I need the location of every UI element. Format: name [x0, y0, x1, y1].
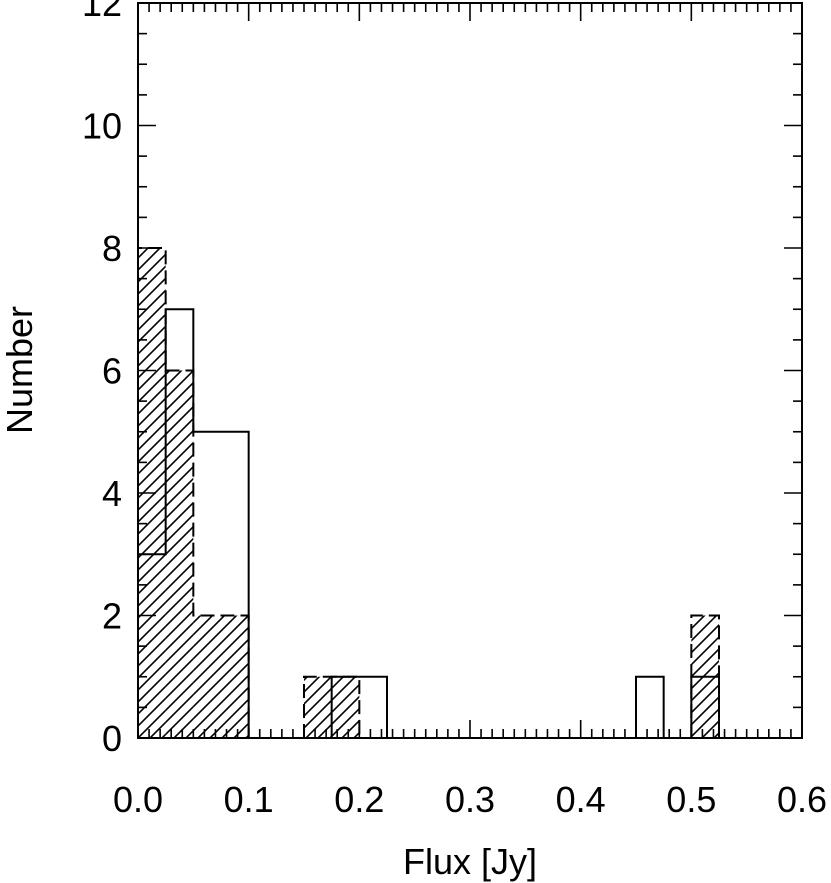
x-tick-label: 0.6 [777, 779, 827, 820]
y-tick-label: 4 [102, 473, 122, 514]
y-tick-label: 6 [102, 351, 122, 392]
outline-bar [636, 677, 664, 738]
x-tick-label: 0.0 [113, 779, 163, 820]
x-tick-label: 0.4 [556, 779, 606, 820]
y-tick-label: 8 [102, 228, 122, 269]
outline-step [138, 308, 720, 738]
hatched-bar [193, 615, 249, 738]
x-tick-label: 0.5 [666, 779, 716, 820]
y-tick-label: 0 [102, 718, 122, 759]
y-tick-label: 12 [82, 0, 122, 24]
hatched-bar [165, 370, 194, 738]
y-axis-tick-labels: 0 2 4 6 8 10 12 [82, 0, 122, 759]
x-axis-ticks [137, 3, 803, 738]
y-axis-ticks [138, 2, 802, 739]
y-tick-label: 10 [82, 106, 122, 147]
x-tick-label: 0.2 [334, 779, 384, 820]
x-tick-label: 0.3 [445, 779, 495, 820]
x-axis-title: Flux [Jy] [403, 841, 537, 882]
x-axis-tick-labels: 0.0 0.1 0.2 0.3 0.4 0.5 0.6 [113, 779, 827, 820]
x-tick-label: 0.1 [224, 779, 274, 820]
y-axis-title: Number [0, 306, 40, 434]
y-tick-label: 2 [102, 596, 122, 637]
outline-series [138, 308, 720, 738]
hatched-series [138, 247, 720, 738]
